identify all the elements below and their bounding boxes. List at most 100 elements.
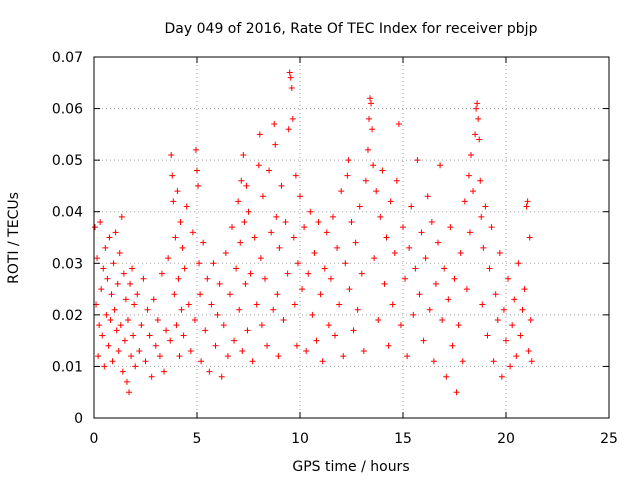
data-point (498, 373, 505, 380)
y-tick-label: 0.02 (52, 308, 83, 324)
data-point (455, 322, 462, 329)
data-point (414, 157, 421, 164)
data-point (94, 255, 101, 262)
data-point (212, 342, 219, 349)
y-axis-title: ROTI / TECUs (6, 192, 22, 284)
data-point (472, 131, 479, 138)
data-point (241, 219, 248, 226)
data-point (238, 177, 245, 184)
data-point (235, 198, 242, 205)
data-point (124, 317, 131, 324)
data-point (126, 389, 133, 396)
data-point (441, 265, 448, 272)
data-point (117, 322, 124, 329)
grid-layer (94, 57, 609, 418)
data-point (416, 291, 423, 298)
data-point (264, 342, 271, 349)
data-point (179, 244, 186, 251)
data-point (291, 301, 298, 308)
data-point (115, 347, 122, 354)
data-point (118, 213, 125, 220)
data-points-layer (92, 69, 535, 396)
data-point (224, 353, 231, 360)
data-point (165, 255, 172, 262)
data-point (169, 172, 176, 179)
data-point (132, 363, 139, 370)
data-point (311, 249, 318, 256)
data-point (479, 301, 486, 308)
data-point (301, 224, 308, 231)
data-point (270, 306, 277, 313)
data-point (282, 219, 289, 226)
data-point (309, 311, 316, 318)
data-point (174, 188, 181, 195)
x-tick-label: 5 (193, 431, 202, 447)
data-point (120, 270, 127, 277)
data-point (158, 270, 165, 277)
x-tick-label: 0 (90, 431, 99, 447)
data-point (350, 327, 357, 334)
data-point (214, 311, 221, 318)
data-point (121, 337, 128, 344)
data-point (356, 203, 363, 210)
data-point (389, 301, 396, 308)
data-point (111, 306, 118, 313)
data-point (102, 244, 109, 251)
data-point (183, 203, 190, 210)
data-point (494, 317, 501, 324)
data-point (461, 198, 468, 205)
data-point (218, 373, 225, 380)
data-point (478, 213, 485, 220)
data-point (346, 286, 353, 293)
chart-title: Day 049 of 2016, Rate Of TEC Index for r… (165, 21, 538, 37)
data-point (513, 353, 520, 360)
data-point (435, 239, 442, 246)
data-point (256, 131, 263, 138)
data-point (430, 358, 437, 365)
data-point (315, 219, 322, 226)
data-point (406, 244, 413, 251)
data-point (439, 317, 446, 324)
data-point (338, 188, 345, 195)
data-point (474, 100, 481, 107)
data-point (457, 249, 464, 256)
data-point (503, 337, 509, 344)
data-point (146, 332, 153, 339)
data-point (437, 162, 444, 169)
data-point (385, 342, 392, 349)
data-point (170, 198, 177, 205)
y-tick-label: 0.03 (52, 256, 83, 272)
data-point (526, 234, 533, 241)
data-point (206, 368, 213, 375)
data-point (523, 203, 530, 210)
data-point (528, 358, 535, 365)
data-point (371, 255, 378, 262)
data-point (100, 265, 107, 272)
data-point (381, 280, 388, 287)
data-point (465, 172, 472, 179)
data-point (329, 213, 336, 220)
data-point (387, 198, 394, 205)
data-point (486, 265, 493, 272)
data-point (101, 363, 108, 370)
data-point (323, 229, 330, 236)
data-point (253, 301, 260, 308)
data-point (488, 224, 495, 231)
data-point (515, 260, 522, 267)
data-point (366, 115, 373, 122)
data-point (176, 353, 183, 360)
data-point (177, 219, 184, 226)
data-point (288, 84, 295, 91)
data-point (130, 332, 137, 339)
data-point (168, 151, 175, 158)
data-point (373, 188, 380, 195)
data-point (292, 172, 299, 179)
data-point (271, 121, 278, 128)
data-point (391, 249, 398, 256)
data-point (105, 342, 112, 349)
data-point (476, 136, 483, 143)
data-point (123, 378, 130, 385)
data-point (276, 244, 283, 251)
data-point (303, 347, 310, 354)
